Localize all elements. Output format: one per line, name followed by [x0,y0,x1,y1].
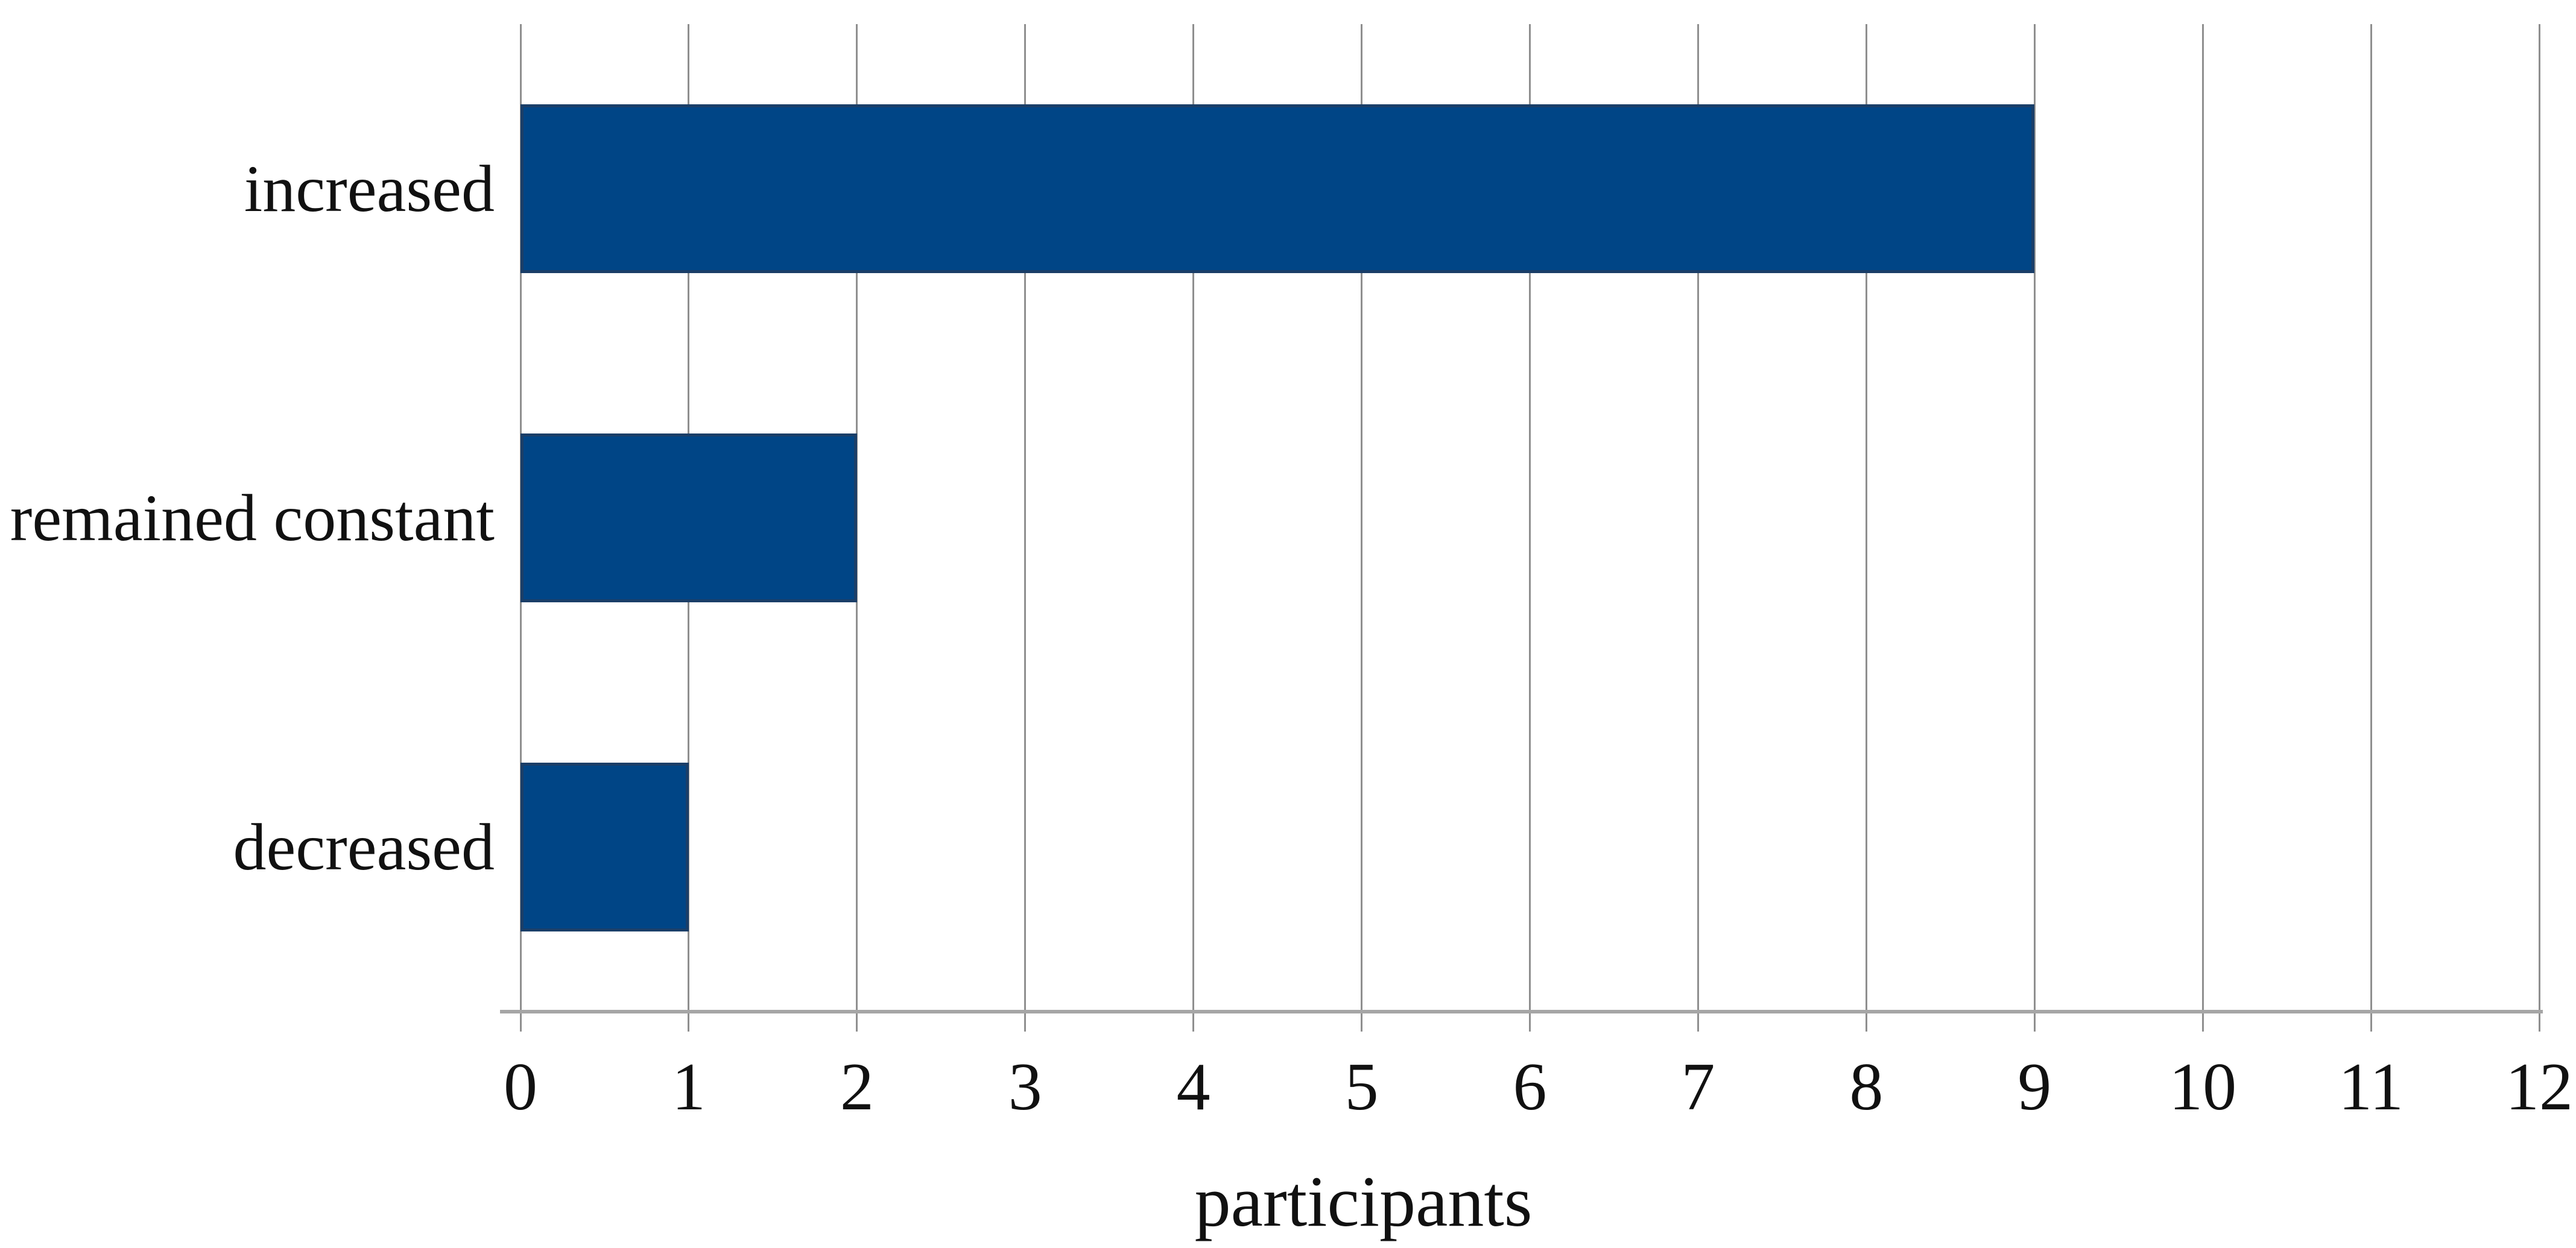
x-axis-title: participants [1194,1161,1533,1241]
x-tick-label-0: 0 [504,1050,537,1124]
gridline-3 [1024,24,1027,1032]
bar-increased [521,104,2035,273]
category-label-increased: increased [244,152,495,225]
category-axis-labels: increased remained constant decreased [0,24,521,1012]
x-tick-label-11: 11 [2338,1050,2404,1124]
gridline-12 [2538,24,2540,1032]
x-tick-label-10: 10 [2169,1050,2237,1124]
x-tick-label-4: 4 [1176,1050,1210,1124]
plot-area [500,24,2543,1032]
value-axis-tick-labels: 0 1 2 3 4 5 6 7 8 9 10 11 12 [504,1048,2573,1126]
x-tick-label-3: 3 [1008,1050,1042,1124]
gridline-8 [1865,24,1867,1032]
bar-band-remained-constant [521,353,2539,682]
category-label-remained-constant: remained constant [10,481,495,555]
x-tick-label-12: 12 [2505,1050,2573,1124]
x-tick-label-7: 7 [1681,1050,1715,1124]
bar-band-decreased [521,682,2539,1012]
gridline-2 [856,24,858,1032]
x-tick-label-2: 2 [840,1050,874,1124]
x-tick-label-9: 9 [2017,1050,2052,1124]
x-axis-line [500,1010,2543,1013]
gridline-6 [1529,24,1531,1032]
gridline-10 [2201,24,2204,1032]
category-label-decreased: decreased [233,810,495,884]
gridline-5 [1361,24,1363,1032]
gridline-7 [1697,24,1699,1032]
gridline-9 [2033,24,2036,1032]
x-tick-label-5: 5 [1344,1050,1379,1124]
x-tick-label-1: 1 [671,1050,706,1124]
gridline-4 [1192,24,1195,1032]
gridline-11 [2370,24,2372,1032]
bar-decreased [521,763,689,931]
bar-band-increased [521,24,2539,353]
bars-layer [521,24,2539,1012]
x-tick-label-6: 6 [1513,1050,1547,1124]
bar-remained-constant [521,433,857,602]
x-tick-label-8: 8 [1849,1050,1884,1124]
